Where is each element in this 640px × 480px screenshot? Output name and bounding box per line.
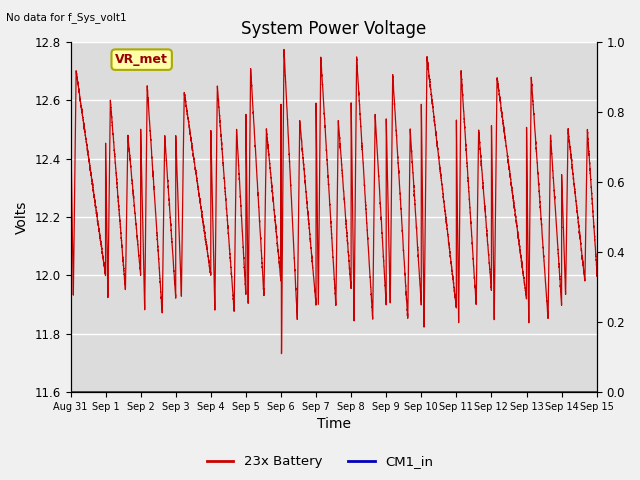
Y-axis label: Volts: Volts bbox=[15, 201, 29, 234]
Legend: 23x Battery, CM1_in: 23x Battery, CM1_in bbox=[202, 450, 438, 473]
Text: No data for f_Sys_volt1: No data for f_Sys_volt1 bbox=[6, 12, 127, 23]
Title: System Power Voltage: System Power Voltage bbox=[241, 20, 426, 38]
Text: VR_met: VR_met bbox=[115, 53, 168, 66]
X-axis label: Time: Time bbox=[317, 418, 351, 432]
